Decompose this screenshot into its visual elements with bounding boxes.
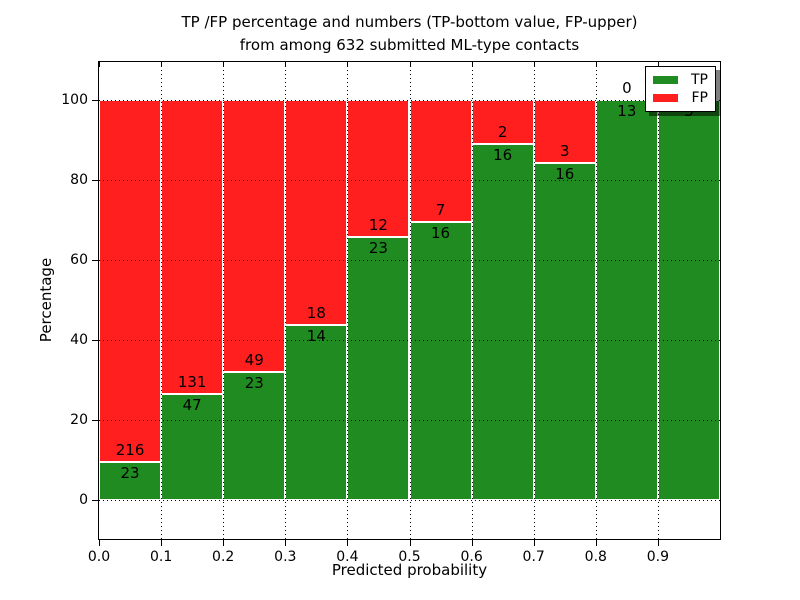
y-tick-label: 80 [70, 172, 88, 188]
y-tick [92, 340, 98, 341]
bar-label-tp: 23 [120, 463, 140, 482]
y-axis-label: Percentage [37, 257, 55, 343]
legend-entry-fp: FP [653, 91, 708, 105]
x-tick-label: 0.8 [584, 549, 607, 565]
bar-segment-tp [471, 144, 534, 500]
gridline-vertical [595, 62, 597, 539]
x-tick-label: 0.3 [274, 549, 297, 565]
x-tick-label: 0.5 [398, 549, 421, 565]
bar-label-tp: 23 [244, 374, 264, 393]
bar-label-tp: 16 [431, 223, 451, 242]
gridline-vertical [657, 62, 659, 539]
gridline-horizontal [99, 340, 720, 341]
x-tick [657, 540, 659, 546]
bar-segment-tp [595, 100, 658, 500]
y-tick [92, 500, 98, 501]
bar-label-tp: 16 [493, 146, 513, 165]
y-tick-label: 100 [61, 92, 88, 108]
gridline-vertical [161, 62, 163, 539]
y-tick [92, 260, 98, 261]
x-tick-label: 0.9 [646, 549, 670, 565]
bar-segment-fp [99, 100, 162, 462]
y-tick-label: 20 [70, 412, 88, 428]
gridline-vertical [533, 62, 535, 539]
x-tick-label: 0.1 [149, 549, 173, 565]
y-tick-label: 40 [70, 332, 88, 348]
bar-label-fp: 18 [306, 304, 326, 322]
y-tick-label: 60 [70, 252, 88, 268]
x-tick [161, 540, 163, 546]
bar-label-fp: 0 [622, 79, 632, 97]
tp-color-swatch [653, 76, 678, 84]
bar-segment-fp [285, 100, 348, 325]
bar-segment-tp [409, 221, 472, 500]
bar-segment-tp [657, 100, 720, 500]
x-tick-top [99, 62, 100, 67]
x-tick [471, 540, 473, 546]
y-tick [92, 180, 98, 181]
bar-label-tp: 13 [617, 102, 637, 120]
gridline-vertical [285, 62, 287, 539]
x-tick [99, 540, 100, 546]
bar-label-fp: 12 [368, 216, 388, 235]
y-tick [92, 100, 98, 101]
x-tick-label: 0.4 [336, 549, 359, 565]
x-tick-label: 0.2 [212, 549, 235, 565]
gridline-vertical [409, 62, 411, 539]
bar-segment-tp [347, 237, 410, 500]
bar-label-fp: 49 [244, 351, 264, 370]
legend-entry-tp: TP [653, 73, 708, 87]
legend-label-fp: FP [691, 90, 709, 106]
bar-segment-tp [99, 461, 162, 500]
bar-label-fp: 3 [559, 142, 570, 161]
x-tick [595, 540, 597, 546]
x-axis-label: Predicted probability [331, 561, 488, 579]
bar-label-tp: 14 [306, 327, 326, 345]
chart-title-line1: TP /FP percentage and numbers (TP-bottom… [181, 13, 638, 31]
gridline-horizontal [99, 420, 720, 421]
bar-segment-fp [347, 100, 410, 238]
gridline-horizontal [99, 180, 720, 181]
gridline-horizontal [99, 260, 720, 261]
x-tick [223, 540, 225, 546]
bar-label-fp: 7 [435, 200, 446, 219]
bar-label-tp: 16 [555, 165, 575, 184]
gridline-horizontal [99, 500, 720, 501]
bar-label-fp: 131 [177, 373, 207, 392]
bar-label-tp: 23 [368, 239, 388, 258]
x-tick [533, 540, 535, 546]
bar-label-fp: 2 [497, 123, 508, 142]
gridline-vertical [347, 62, 349, 539]
legend-label-tp: TP [691, 72, 708, 88]
plot-area: TP FP 0 20 40 60 80 100 0.0 0.1 0.2 0.3 0.4 0.5 0.6 0… [61, 61, 721, 565]
y-tick-label: 0 [79, 492, 88, 508]
bar-segment-fp [223, 100, 286, 373]
gridline-vertical [223, 62, 225, 539]
gridline-vertical [471, 62, 473, 539]
bar-segment-fp [161, 100, 224, 395]
bar-segment-tp [533, 163, 596, 500]
x-tick-label: 0.0 [87, 549, 111, 565]
bar-label-fp: 216 [115, 440, 145, 459]
x-tick [409, 540, 411, 546]
fp-color-swatch [653, 94, 678, 102]
y-tick [92, 420, 98, 421]
bar-segment-tp [161, 394, 224, 500]
x-tick-label: 0.7 [522, 549, 545, 565]
x-tick [285, 540, 287, 546]
x-tick-label: 0.6 [460, 549, 483, 565]
x-tick [347, 540, 349, 546]
chart-title-line2: from among 632 submitted ML-type contact… [239, 36, 580, 54]
gridline-horizontal [99, 100, 720, 101]
bar-label-tp: 47 [182, 396, 202, 415]
bar-segment-tp [285, 325, 348, 500]
chart-title: TP /FP percentage and numbers (TP-bottom… [99, 11, 720, 57]
legend: TP FP [645, 66, 716, 112]
